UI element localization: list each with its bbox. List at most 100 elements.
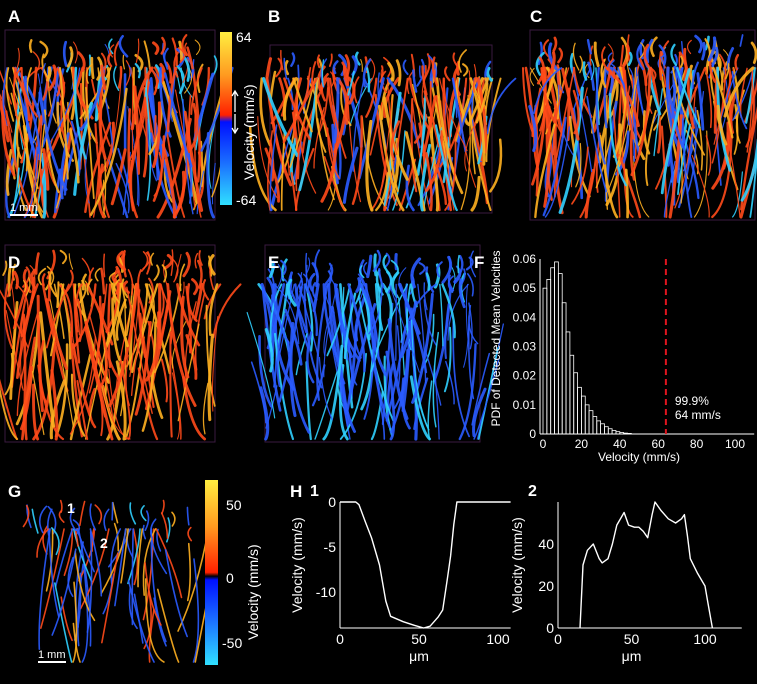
vessel xyxy=(102,179,107,218)
vessel xyxy=(155,528,183,599)
vessel xyxy=(140,251,149,272)
vessel xyxy=(739,34,744,47)
vessel xyxy=(149,132,177,219)
vessel xyxy=(425,152,433,212)
vessel xyxy=(653,88,664,157)
histogram-bar xyxy=(573,372,578,435)
vessel xyxy=(418,65,422,78)
vessel xyxy=(78,528,96,582)
vessel xyxy=(0,93,13,133)
vessel xyxy=(260,283,274,327)
x-axis-label: μm xyxy=(622,648,642,664)
vessel xyxy=(153,264,160,282)
vessel xyxy=(379,99,393,197)
vessel xyxy=(41,152,47,219)
vessel xyxy=(561,67,580,141)
vessel xyxy=(189,102,199,151)
vessel xyxy=(390,259,399,280)
vessel xyxy=(369,57,376,85)
vessel xyxy=(13,67,27,149)
vessel xyxy=(152,101,162,169)
vessel xyxy=(77,528,92,647)
vessel xyxy=(150,532,167,643)
vessel xyxy=(250,361,267,424)
histogram-bar xyxy=(592,416,598,435)
vessel xyxy=(691,154,710,218)
vessel xyxy=(130,304,147,396)
y-tick-label: 0.01 xyxy=(513,398,537,412)
vessel xyxy=(676,67,701,129)
vessel xyxy=(178,40,183,62)
vessel xyxy=(0,385,19,440)
vessel xyxy=(145,578,165,663)
vessel xyxy=(645,38,654,64)
vessel xyxy=(67,556,74,598)
vessel xyxy=(649,66,657,84)
vessel xyxy=(132,528,139,586)
vessel xyxy=(652,67,684,124)
vessel xyxy=(442,78,451,147)
vessel xyxy=(207,333,214,422)
vessel xyxy=(13,270,19,290)
histogram-bar xyxy=(569,354,575,435)
vessel xyxy=(142,528,155,621)
vessel xyxy=(704,67,713,129)
vessel xyxy=(411,103,431,211)
vessel xyxy=(686,39,692,55)
vessel xyxy=(572,42,580,71)
vessel xyxy=(347,283,366,373)
vessel xyxy=(316,283,329,401)
vessel xyxy=(445,360,455,405)
vessel xyxy=(77,51,86,72)
vessel xyxy=(469,250,477,278)
vessel xyxy=(257,116,278,199)
colorbar-bottom-tick: -50 xyxy=(222,635,242,651)
vessel xyxy=(144,510,150,531)
vessel xyxy=(348,342,358,386)
vessel xyxy=(176,47,185,68)
vessel xyxy=(62,40,68,67)
vessel xyxy=(605,94,609,210)
x-tick-label: 100 xyxy=(693,631,717,647)
vessel xyxy=(51,548,77,636)
vessel xyxy=(457,254,460,274)
vessel xyxy=(24,336,37,441)
vessel xyxy=(171,511,176,527)
vessel xyxy=(53,283,65,340)
vessel xyxy=(327,77,338,130)
vessel xyxy=(186,542,191,602)
vessel xyxy=(718,53,727,83)
vessel xyxy=(543,105,551,208)
vessel xyxy=(163,72,193,168)
vessel xyxy=(417,283,427,384)
vessel xyxy=(542,116,567,217)
vessel xyxy=(160,358,169,403)
vessel xyxy=(77,298,83,343)
vessel xyxy=(740,138,757,202)
vessel xyxy=(86,531,93,633)
vessel xyxy=(425,130,444,192)
vessel xyxy=(186,506,190,526)
vessel xyxy=(264,147,281,203)
vessel xyxy=(357,273,364,302)
vessel xyxy=(304,283,318,337)
vessel xyxy=(110,148,127,206)
vessel xyxy=(324,262,334,285)
vessel xyxy=(262,77,299,158)
vessel xyxy=(486,77,517,135)
vessel xyxy=(489,138,503,193)
panel-label-c: C xyxy=(530,7,542,26)
y-tick-label: 0 xyxy=(546,620,554,636)
vessel xyxy=(269,124,278,211)
vessel xyxy=(84,121,112,214)
vessel xyxy=(696,72,705,131)
vessel xyxy=(100,267,106,295)
vessel xyxy=(194,39,201,56)
vessel xyxy=(150,252,155,266)
vessel xyxy=(38,340,47,403)
vessel xyxy=(558,86,584,214)
vessel xyxy=(366,254,373,279)
vessel xyxy=(0,94,10,143)
vessel xyxy=(184,42,190,57)
vessel xyxy=(163,253,174,270)
